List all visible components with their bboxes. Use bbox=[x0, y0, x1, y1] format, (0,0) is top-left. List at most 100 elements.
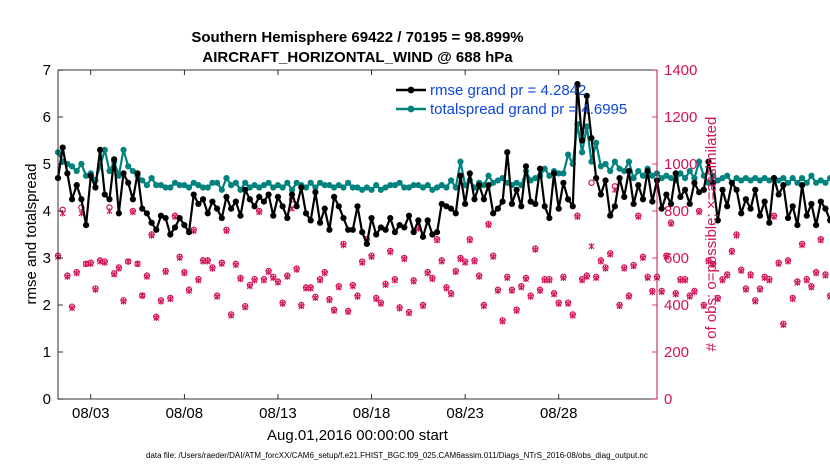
rmse-point bbox=[401, 224, 408, 231]
totalspread-point bbox=[270, 184, 277, 191]
rmse-point bbox=[569, 203, 576, 210]
totalspread-point bbox=[410, 182, 417, 189]
rmse-point bbox=[541, 203, 548, 210]
data-file-footnote: data file: /Users/raeder/DAI/ATM_forcXX/… bbox=[146, 451, 648, 460]
legend-rmse-marker bbox=[407, 86, 415, 94]
rmse-point bbox=[153, 226, 160, 233]
obs-assimilated-marker bbox=[658, 288, 665, 296]
rmse-point bbox=[373, 231, 380, 238]
totalspread-point bbox=[101, 146, 108, 153]
totalspread-point bbox=[176, 182, 183, 189]
x-axis-label: Aug.01,2016 00:00:00 start bbox=[267, 427, 449, 444]
rmse-point bbox=[232, 198, 239, 205]
totalspread-point bbox=[817, 177, 824, 184]
obs-assimilated-marker bbox=[635, 213, 642, 220]
rmse-point bbox=[260, 198, 268, 205]
rmse-point bbox=[405, 212, 413, 219]
totalspread-point bbox=[181, 182, 188, 189]
x-tick-label: 08/23 bbox=[446, 405, 484, 422]
rmse-point bbox=[625, 167, 633, 175]
rmse-point bbox=[649, 198, 656, 205]
rmse-point bbox=[686, 200, 693, 208]
obs-assimilated-marker bbox=[780, 321, 787, 329]
totalspread-point bbox=[242, 179, 249, 186]
totalspread-point bbox=[630, 175, 637, 182]
totalspread-point bbox=[775, 177, 782, 184]
totalspread-point bbox=[223, 175, 230, 182]
totalspread-point bbox=[822, 179, 829, 186]
obs-assimilated-marker bbox=[593, 274, 600, 282]
obs-assimilated-marker bbox=[663, 253, 670, 260]
obs-assimilated-marker bbox=[232, 261, 239, 269]
rmse-point bbox=[499, 198, 506, 205]
totalspread-point bbox=[73, 167, 80, 175]
rmse-point bbox=[798, 182, 806, 189]
obs-assimilated-marker bbox=[794, 279, 801, 286]
totalspread-point bbox=[237, 186, 244, 193]
y-tick-label-right: 200 bbox=[664, 344, 689, 361]
obs-assimilated-marker bbox=[752, 298, 759, 305]
totalspread-point bbox=[199, 184, 207, 191]
rmse-point bbox=[73, 182, 80, 189]
obs-assimilated-marker bbox=[485, 221, 492, 229]
rmse-point bbox=[728, 179, 735, 186]
obs-assimilated-marker bbox=[69, 304, 76, 312]
rmse-point bbox=[532, 200, 539, 208]
y-tick-label-left: 4 bbox=[43, 203, 51, 220]
rmse-point bbox=[775, 191, 782, 198]
rmse-point bbox=[293, 203, 300, 210]
rmse-point bbox=[494, 205, 501, 212]
rmse-point bbox=[331, 193, 338, 200]
rmse-point bbox=[68, 196, 76, 203]
rmse-point bbox=[148, 219, 155, 226]
obs-assimilated-marker bbox=[312, 294, 319, 302]
rmse-point bbox=[218, 214, 225, 222]
legend-spread-marker bbox=[407, 105, 415, 113]
rmse-point bbox=[316, 219, 324, 226]
rmse-point bbox=[742, 196, 750, 203]
rmse-point bbox=[242, 186, 249, 193]
obs-assimilated-marker bbox=[756, 286, 763, 293]
obs-assimilated-marker bbox=[728, 249, 735, 256]
totalspread-point bbox=[424, 182, 431, 189]
totalspread-point bbox=[167, 184, 174, 191]
rmse-point bbox=[770, 175, 778, 182]
x-tick-label: 08/08 bbox=[166, 405, 204, 422]
totalspread-point bbox=[452, 184, 459, 191]
rmse-point bbox=[125, 179, 132, 186]
rmse-point bbox=[630, 200, 637, 208]
totalspread-point bbox=[579, 149, 586, 156]
obs-assimilated-marker bbox=[111, 271, 118, 278]
totalspread-point bbox=[354, 184, 361, 191]
obs-assimilated-marker bbox=[382, 281, 389, 289]
totalspread-point bbox=[312, 184, 319, 191]
obs-assimilated-marker bbox=[387, 249, 394, 256]
obs-assimilated-marker bbox=[480, 303, 487, 310]
y-tick-label-right: 1200 bbox=[664, 109, 697, 126]
rmse-point bbox=[82, 222, 90, 229]
rmse-point bbox=[593, 175, 600, 182]
obs-possible-marker bbox=[826, 292, 830, 299]
rmse-point bbox=[340, 214, 347, 222]
rmse-point bbox=[447, 205, 455, 212]
obs-assimilated-marker bbox=[237, 276, 244, 283]
totalspread-point bbox=[738, 177, 745, 184]
totalspread-point bbox=[611, 158, 618, 165]
obs-assimilated-marker bbox=[143, 273, 150, 280]
obs-assimilated-marker bbox=[677, 277, 684, 284]
obs-assimilated-marker bbox=[518, 284, 525, 291]
obs-assimilated-marker bbox=[331, 307, 338, 314]
obs-assimilated-marker bbox=[401, 256, 408, 263]
rmse-point bbox=[766, 219, 773, 226]
rmse-point bbox=[111, 156, 118, 163]
obs-assimilated-marker bbox=[682, 277, 689, 284]
obs-assimilated-marker bbox=[537, 287, 543, 295]
rmse-point bbox=[513, 186, 520, 193]
obs-assimilated-marker bbox=[223, 227, 230, 235]
obs-assimilated-marker bbox=[420, 303, 427, 310]
y-tick-label-right: 1400 bbox=[664, 62, 697, 79]
totalspread-point bbox=[480, 182, 487, 189]
obs-assimilated-marker bbox=[644, 274, 651, 282]
obs-assimilated-marker bbox=[377, 300, 384, 307]
rmse-point bbox=[756, 212, 764, 219]
